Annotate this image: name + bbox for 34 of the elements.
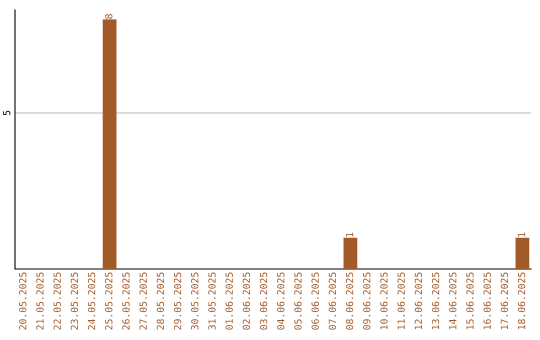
x-tick-label: 01.06.2025 bbox=[225, 272, 233, 330]
data-label: 8 bbox=[105, 14, 112, 19]
data-label: 1 bbox=[518, 232, 526, 237]
x-tick-label: 11.06.2025 bbox=[397, 272, 405, 330]
x-tick-label: 23.05.2025 bbox=[70, 272, 78, 330]
x-tick-label: 15.06.2025 bbox=[466, 272, 474, 330]
x-tick-label: 31.05.2025 bbox=[208, 272, 216, 330]
x-tick-label: 02.06.2025 bbox=[242, 272, 250, 330]
x-tick-label: 04.06.2025 bbox=[277, 272, 284, 330]
x-tick-label: 03.06.2025 bbox=[260, 272, 268, 330]
x-tick-label: 30.05.2025 bbox=[191, 272, 198, 330]
x-tick-label: 05.06.2025 bbox=[294, 272, 302, 330]
x-tick-label: 22.05.2025 bbox=[53, 272, 61, 330]
x-tick-label: 13.06.2025 bbox=[432, 272, 440, 330]
data-label: 1 bbox=[346, 232, 354, 237]
x-tick-label: 21.05.2025 bbox=[36, 272, 44, 330]
x-tick-label: 07.06.2025 bbox=[328, 272, 336, 330]
x-tick-label: 17.06.2025 bbox=[500, 272, 508, 330]
x-tick-label: 08.06.2025 bbox=[346, 272, 354, 330]
x-tick-label: 14.06.2025 bbox=[449, 272, 456, 330]
x-tick-label: 10.06.2025 bbox=[380, 272, 388, 330]
x-tick-label: 12.06.2025 bbox=[414, 272, 422, 330]
x-tick-label: 26.05.2025 bbox=[122, 272, 130, 330]
x-tick-label: 24.05.2025 bbox=[88, 272, 96, 330]
x-tick-label: 28.05.2025 bbox=[156, 272, 164, 330]
x-tick-label: 09.06.2025 bbox=[363, 272, 370, 330]
x-tick-label: 18.06.2025 bbox=[518, 272, 526, 330]
y-tick-label: 5 bbox=[3, 110, 10, 116]
x-tick-label: 27.05.2025 bbox=[139, 272, 147, 330]
x-tick-label: 25.05.2025 bbox=[105, 272, 112, 330]
x-tick-label: 16.06.2025 bbox=[483, 272, 491, 330]
x-tick-label: 06.06.2025 bbox=[311, 272, 319, 330]
x-tick-label: 29.05.2025 bbox=[174, 272, 182, 330]
x-tick-label: 20.05.2025 bbox=[19, 272, 26, 330]
